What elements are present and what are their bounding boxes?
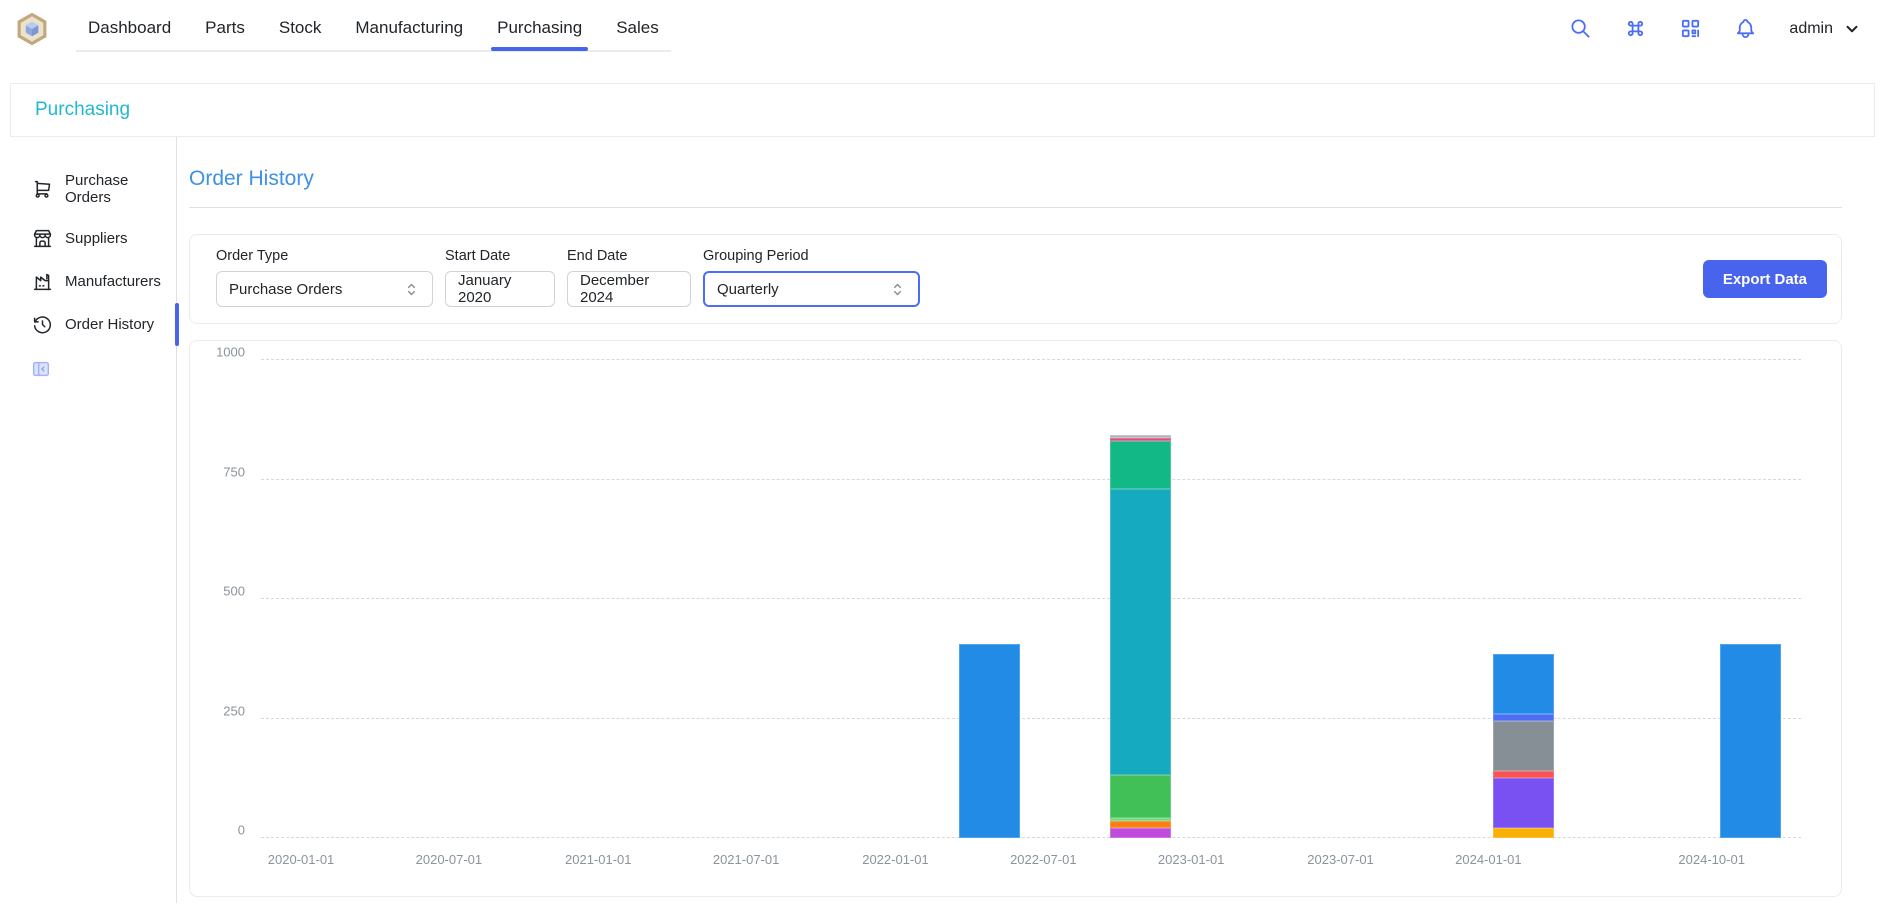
start-date-value: January 2020 (458, 272, 512, 306)
page-title: Order History (189, 167, 314, 190)
bar-segment[interactable] (1493, 828, 1555, 838)
sidebar-item-purchase-orders[interactable]: Purchase Orders (0, 161, 176, 217)
y-gridline (261, 478, 1801, 480)
sidebar-item-order-history[interactable]: Order History (0, 303, 179, 346)
sidebar-item-manufacturers[interactable]: Manufacturers (0, 260, 176, 303)
main-panel: Order History Order Type Purchase Orders… (177, 137, 1885, 903)
bar-segment[interactable] (1493, 713, 1555, 721)
x-axis-tick-label: 2021-01-01 (565, 852, 632, 867)
bar-segment[interactable] (1109, 818, 1171, 822)
bar-segment[interactable] (1109, 821, 1171, 829)
end-date-label: End Date (567, 248, 628, 264)
sidebar: Purchase Orders Suppliers Manufacturers Ord… (0, 137, 179, 903)
end-date-field: End Date December 2024 (567, 248, 691, 307)
sidebar-item-label: Manufacturers (65, 273, 161, 290)
breadcrumb-purchasing[interactable]: Purchasing (35, 99, 131, 120)
nav-tab-parts[interactable]: Parts (205, 17, 245, 37)
breadcrumb: Purchasing (10, 83, 1875, 137)
x-axis-tick-label: 2020-01-01 (267, 852, 335, 867)
order-history-chart-card: 0 250 500 750 1000 2020-01-01 2020-07-01 2021-0… (189, 340, 1842, 897)
x-axis-tick-label: 2020-07-01 (415, 852, 483, 867)
nav-tab-manufacturing[interactable]: Manufacturing (355, 17, 464, 37)
export-data-button[interactable]: Export Data (1702, 260, 1827, 298)
bar-segment[interactable] (1493, 771, 1555, 779)
y-gridline (261, 598, 1801, 599)
grouping-period-field: Grouping Period Quarterly (703, 248, 920, 307)
y-axis-tick-label: 750 (223, 464, 245, 479)
app-logo-icon[interactable] (14, 11, 50, 47)
y-axis-tick-label: 250 (223, 703, 245, 718)
y-gridline (261, 717, 1801, 719)
start-date-input[interactable]: January 2020 (445, 271, 555, 307)
x-axis-tick-label: 2024-01-01 (1455, 852, 1522, 867)
title-divider (189, 207, 1842, 208)
sidebar-item-label: Order History (65, 316, 155, 333)
bar-segment[interactable] (958, 644, 1020, 838)
bar-segment[interactable] (1493, 720, 1555, 772)
order-type-field: Order Type Purchase Orders (216, 248, 433, 307)
y-gridline (261, 837, 1801, 838)
end-date-input[interactable]: December 2024 (567, 271, 691, 307)
x-axis-tick-label: 2024-10-01 (1678, 852, 1745, 867)
building-factory-icon (32, 271, 53, 292)
history-icon (32, 314, 53, 335)
x-axis-tick-label: 2022-07-01 (1010, 852, 1077, 867)
start-date-field: Start Date January 2020 (445, 248, 555, 307)
x-axis-tick-label: 2023-01-01 (1157, 852, 1225, 867)
filter-bar: Order Type Purchase Orders Start Date Ja… (189, 234, 1842, 324)
username: admin (1789, 19, 1833, 37)
order-type-value: Purchase Orders (229, 280, 343, 298)
command-icon[interactable] (1624, 17, 1647, 40)
bar-segment[interactable] (1109, 775, 1171, 819)
top-navigation: Dashboard Parts Stock Manufacturing Purchasi… (0, 0, 1885, 57)
x-axis-tick-label: 2021-07-01 (712, 852, 780, 867)
nav-actions: admin (1569, 17, 1861, 40)
sidebar-item-suppliers[interactable]: Suppliers (0, 217, 176, 260)
bell-icon[interactable] (1734, 17, 1757, 40)
nav-tab-sales[interactable]: Sales (616, 17, 659, 37)
bar-segment[interactable] (1109, 440, 1171, 489)
nav-tab-stock[interactable]: Stock (278, 17, 322, 37)
nav-tab-dashboard[interactable]: Dashboard (88, 17, 172, 37)
bar-segment[interactable] (1493, 653, 1555, 714)
bar-segment[interactable] (1719, 644, 1781, 838)
y-axis-tick-label: 1000 (216, 344, 245, 360)
bar-segment[interactable] (1109, 435, 1171, 438)
selector-icon (407, 283, 416, 295)
main-tabs: Dashboard Parts Stock Manufacturing Purchasi… (76, 6, 671, 52)
order-type-label: Order Type (216, 248, 289, 264)
y-axis-tick-label: 500 (223, 583, 245, 599)
grouping-period-select[interactable]: Quarterly (703, 271, 920, 307)
shopping-cart-icon (32, 179, 53, 200)
y-axis-tick-label: 0 (237, 822, 245, 838)
user-menu[interactable]: admin (1789, 20, 1861, 38)
x-axis-tick-label: 2022-01-01 (862, 852, 929, 867)
end-date-value: December 2024 (580, 272, 650, 306)
sidebar-item-label: Purchase Orders (65, 172, 129, 206)
x-axis-tick-label: 2023-07-01 (1307, 852, 1374, 867)
start-date-label: Start Date (445, 248, 511, 264)
layout-sidebar-collapse-icon[interactable] (30, 358, 52, 380)
grouping-period-label: Grouping Period (703, 248, 809, 264)
chevron-down-icon (1846, 25, 1858, 32)
search-icon[interactable] (1569, 17, 1592, 40)
bar-segment[interactable] (1493, 778, 1555, 829)
sidebar-item-label: Suppliers (65, 230, 128, 247)
order-type-select[interactable]: Purchase Orders (216, 271, 433, 307)
building-store-icon (32, 228, 53, 249)
nav-tab-purchasing[interactable]: Purchasing (491, 7, 589, 51)
stacked-bar-chart: 0 250 500 750 1000 2020-01-01 2020-07-01 2021-0… (216, 345, 1801, 867)
qr-code-icon[interactable] (1679, 17, 1702, 40)
bar-segment[interactable] (1109, 828, 1171, 838)
bar-segment[interactable] (1109, 488, 1171, 776)
y-gridline (261, 359, 1801, 360)
grouping-period-value: Quarterly (717, 280, 779, 298)
bar-segment[interactable] (1109, 437, 1171, 441)
selector-icon (893, 283, 902, 295)
